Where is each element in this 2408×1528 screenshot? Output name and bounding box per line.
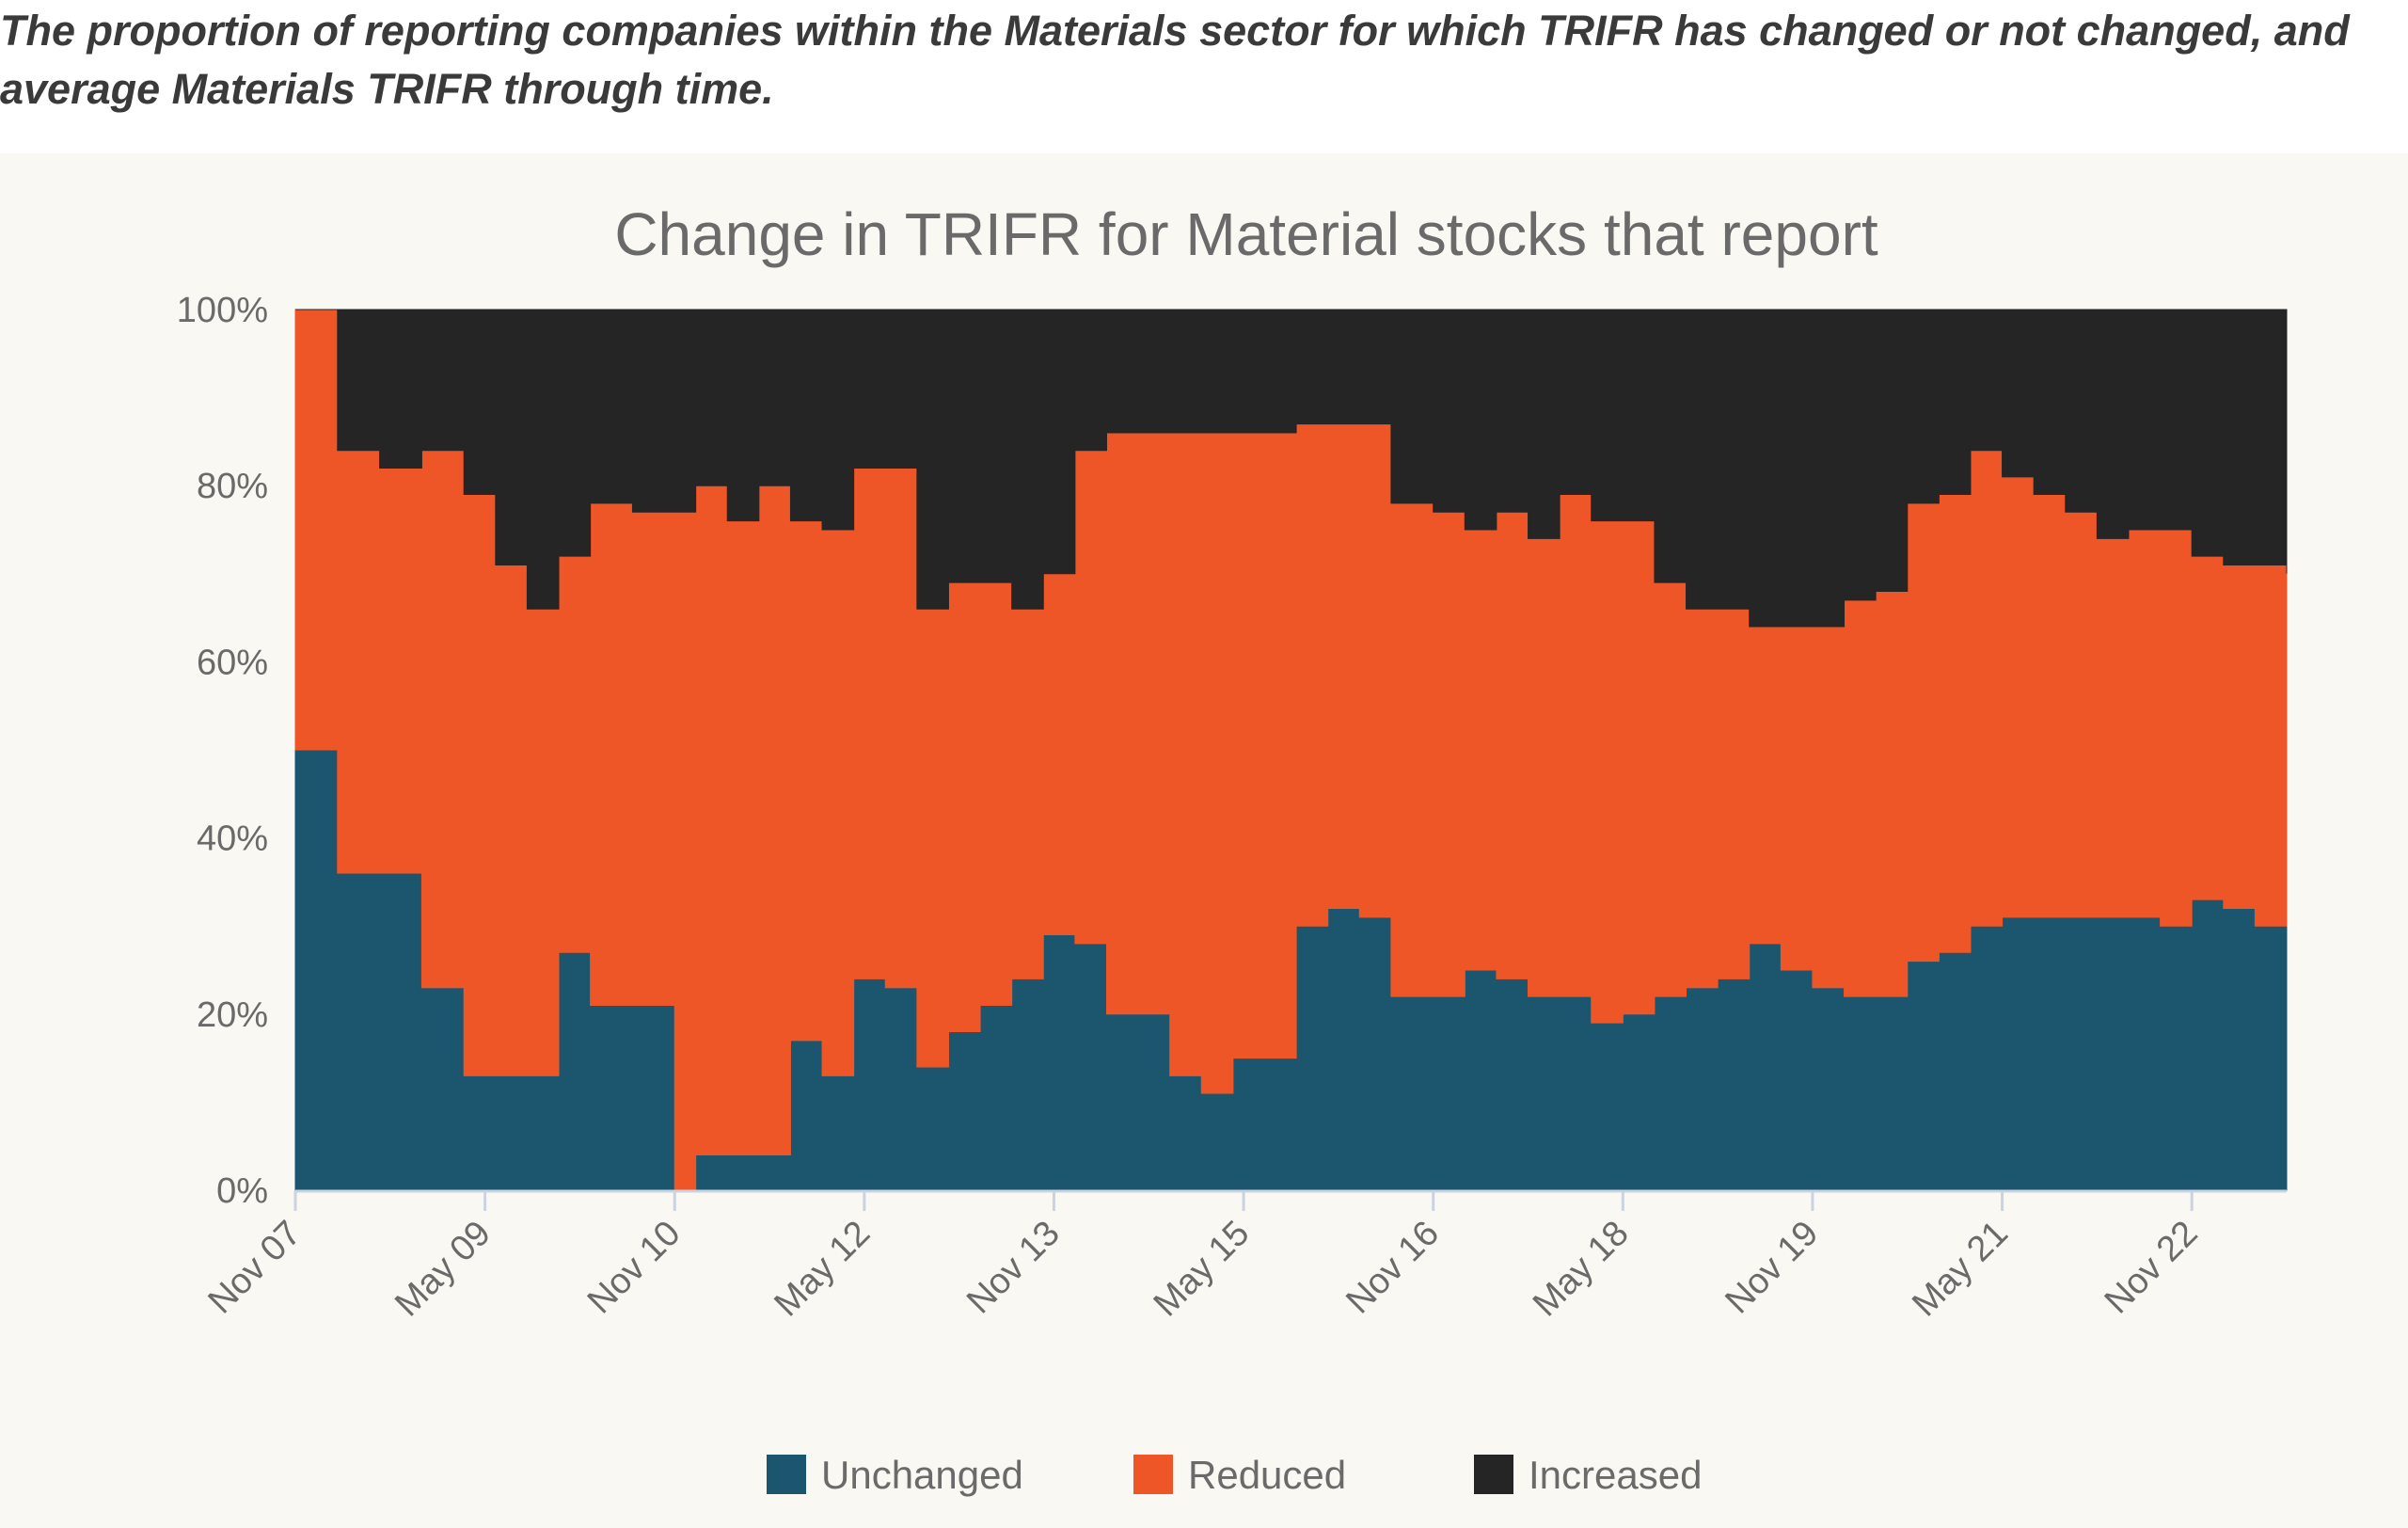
x-tick-label: May 21 (1905, 1214, 2016, 1325)
x-tick-label: May 09 (388, 1214, 499, 1325)
y-tick-label: 0% (216, 1171, 268, 1211)
x-axis: Nov 07 May 09 Nov 10 May 12 Nov 13 May 15 Nov … (201, 1189, 2287, 1325)
x-tick-label: Nov 07 (201, 1214, 309, 1322)
legend-label: Reduced (1188, 1453, 1346, 1497)
x-tick-label: May 15 (1147, 1214, 1258, 1325)
legend-swatch (1133, 1455, 1173, 1494)
y-tick-label: 100% (177, 291, 268, 330)
area-increased (295, 309, 2288, 628)
chart-title: Change in TRIFR for Material stocks that… (614, 200, 1878, 268)
figure-caption: The proportion of reporting companies wi… (0, 7, 2350, 113)
x-tick-label: May 12 (767, 1214, 878, 1325)
area-layer (294, 309, 2288, 1191)
y-tick-label: 40% (197, 820, 268, 859)
chart-panel: Change in TRIFR for Material stocks that… (0, 153, 2408, 1528)
legend-label: Unchanged (821, 1453, 1023, 1497)
y-axis: 0% 20% 40% 60% 80% 100% (177, 291, 268, 1211)
y-tick-label: 80% (197, 467, 268, 506)
x-tick-label: Nov 22 (2098, 1214, 2206, 1322)
legend-item-increased[interactable]: Increased (1474, 1453, 1702, 1497)
legend-swatch (767, 1455, 806, 1494)
legend-item-reduced[interactable]: Reduced (1133, 1453, 1346, 1497)
legend[interactable]: Unchanged Reduced Increased (767, 1453, 1702, 1497)
x-tick-label: Nov 16 (1339, 1214, 1447, 1322)
trifr-stacked-area-chart: Change in TRIFR for Material stocks that… (177, 200, 2288, 1497)
x-tick-label: Nov 10 (580, 1214, 689, 1322)
legend-label: Increased (1529, 1453, 1702, 1497)
y-tick-label: 20% (197, 995, 268, 1035)
x-tick-label: Nov 13 (959, 1214, 1068, 1322)
x-tick-label: May 18 (1526, 1214, 1637, 1325)
y-tick-label: 60% (197, 643, 268, 682)
x-tick-label: Nov 19 (1718, 1214, 1826, 1322)
legend-swatch (1474, 1455, 1513, 1494)
legend-item-unchanged[interactable]: Unchanged (767, 1453, 1023, 1497)
